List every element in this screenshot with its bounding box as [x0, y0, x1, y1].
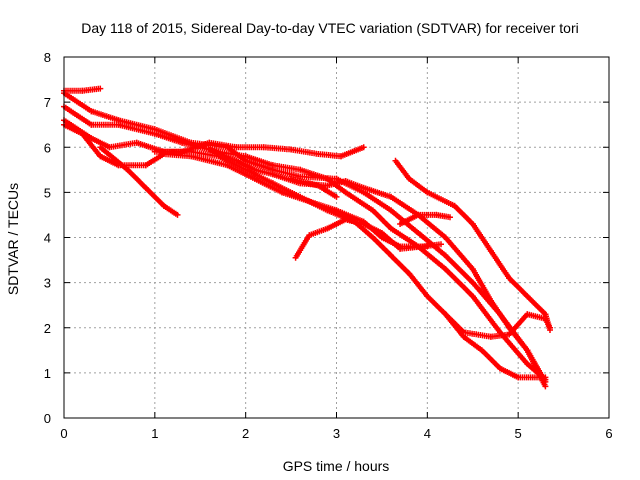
x-tick-label: 3 [333, 426, 340, 441]
series-track-10 [292, 216, 444, 261]
data-point-run [369, 207, 394, 232]
data-point-run [524, 347, 549, 390]
data-point-run [115, 121, 158, 137]
data-point-run [378, 230, 404, 252]
data-point-run [542, 315, 553, 331]
y-tick-label: 5 [44, 185, 51, 200]
data-point-run [424, 293, 449, 318]
series-track-12 [397, 211, 453, 227]
y-tick-label: 0 [44, 411, 51, 426]
data-point-run [342, 189, 376, 214]
data-series [61, 85, 553, 390]
data-point-run [160, 202, 181, 218]
data-point-run [338, 144, 367, 160]
data-point-run [88, 135, 113, 151]
data-point-run [469, 221, 494, 254]
x-tick-label: 2 [242, 426, 249, 441]
data-point-run [497, 365, 522, 381]
data-point-run [315, 151, 344, 160]
data-point-run [442, 252, 476, 286]
data-point-run [115, 117, 158, 133]
x-tick-label: 5 [515, 426, 522, 441]
data-point-run [487, 297, 513, 331]
data-point-run [506, 311, 531, 338]
data-point-run [97, 153, 122, 169]
data-point-run [224, 162, 258, 182]
data-point-run [97, 144, 131, 173]
data-point-run [388, 252, 413, 277]
data-point-run [142, 151, 167, 169]
data-point-run [442, 266, 476, 300]
data-point-run [419, 241, 444, 250]
x-tick-label: 4 [424, 426, 431, 441]
chart-title: Day 118 of 2015, Sidereal Day-to-day VTE… [81, 20, 578, 36]
data-point-run [360, 189, 394, 214]
data-point-run [292, 232, 313, 261]
axis-ticks: 0 1 2 3 4 5 6 0 1 2 3 4 5 6 7 8 [44, 50, 613, 441]
data-point-run [242, 166, 276, 187]
data-point-run [406, 270, 431, 300]
data-point-run [406, 175, 431, 196]
data-point-run [487, 248, 513, 282]
data-point-run [460, 333, 485, 354]
x-tick-label: 0 [60, 426, 67, 441]
series-track-1 [61, 85, 104, 94]
data-point-run [433, 211, 453, 221]
data-point-run [451, 202, 476, 227]
data-point-run [506, 275, 531, 300]
data-point-run [478, 347, 503, 372]
data-point-run [106, 139, 140, 151]
data-point-run [442, 311, 467, 336]
y-tick-label: 8 [44, 50, 51, 65]
data-point-run [324, 216, 349, 232]
series-track-11 [392, 157, 553, 333]
x-axis-label: GPS time / hours [283, 458, 390, 474]
data-point-run [142, 184, 167, 209]
data-point-run [524, 293, 549, 318]
series-track-6 [97, 144, 181, 218]
data-point-run [442, 234, 476, 273]
data-point-run [79, 130, 104, 160]
x-tick-label: 6 [605, 426, 612, 441]
data-point-run [206, 146, 240, 164]
series-track-13 [442, 311, 553, 340]
data-point-run [233, 157, 258, 173]
data-point-run [151, 126, 195, 146]
data-point-run [397, 211, 422, 227]
data-point-run [79, 85, 104, 94]
data-point-run [315, 182, 340, 200]
y-tick-label: 1 [44, 366, 51, 381]
y-tick-label: 6 [44, 140, 51, 155]
y-tick-label: 4 [44, 231, 51, 246]
data-point-run [124, 166, 149, 191]
y-tick-label: 7 [44, 95, 51, 110]
data-point-run [342, 178, 367, 191]
series-track-7 [151, 139, 367, 160]
series-track-9 [288, 175, 340, 200]
data-point-run [251, 175, 285, 196]
data-point-run [188, 153, 231, 169]
y-tick-label: 2 [44, 321, 51, 336]
x-tick-label: 1 [151, 426, 158, 441]
y-axis-label: SDTVAR / TECUs [5, 183, 21, 295]
data-point-run [360, 221, 385, 236]
data-point-run [369, 234, 394, 259]
data-point-run [392, 157, 413, 182]
series-track-4 [61, 117, 549, 381]
data-point-run [469, 293, 503, 336]
data-point-run [288, 146, 322, 157]
data-point-run [469, 266, 494, 304]
data-point-run [260, 144, 295, 153]
series-track-8 [206, 146, 549, 390]
y-tick-label: 3 [44, 276, 51, 291]
data-point-run [424, 189, 458, 209]
